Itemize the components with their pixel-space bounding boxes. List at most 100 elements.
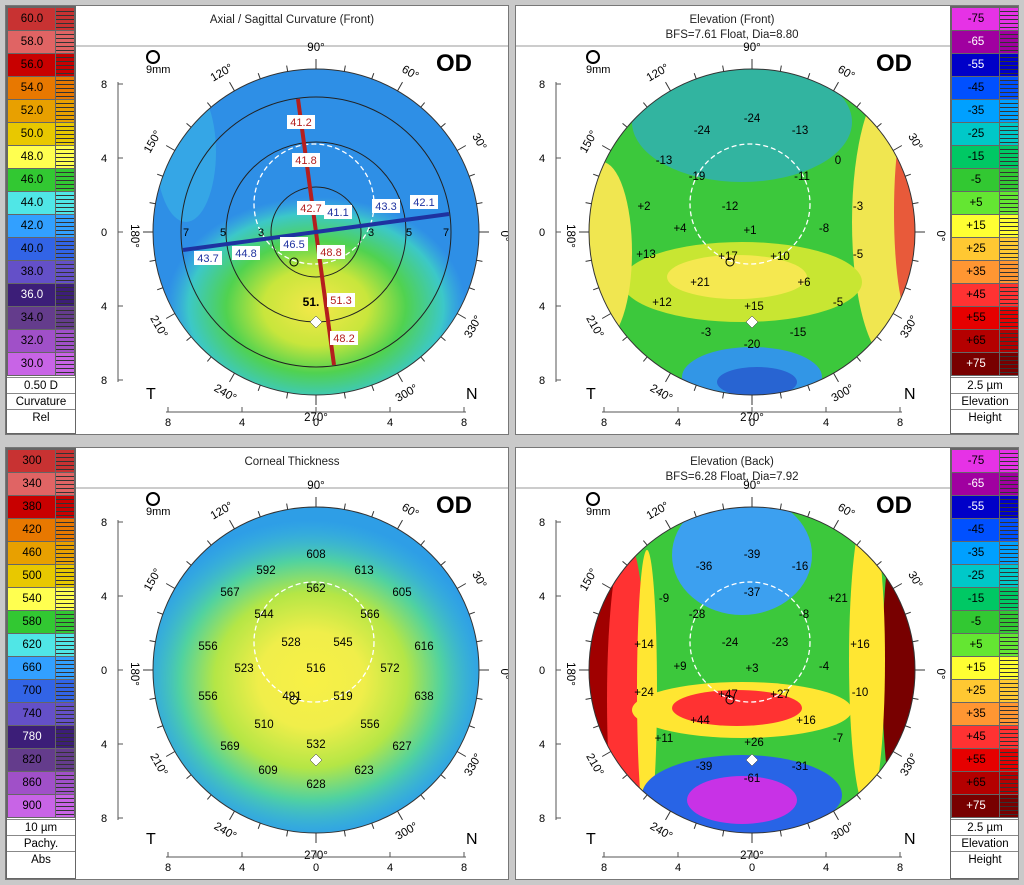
degree-tick — [833, 519, 839, 530]
degree-tick — [665, 372, 671, 383]
degree-label: 120° — [645, 62, 672, 84]
legend-value: -65 — [951, 472, 1001, 496]
degree-tick — [593, 611, 600, 615]
degree-tick — [585, 697, 592, 700]
map-value-label: -24 — [694, 125, 711, 137]
degree-tick — [476, 640, 483, 643]
magnifier-icon — [586, 50, 600, 64]
legend-footer-label[interactable]: 2.5 µm — [951, 377, 1018, 394]
topography-map[interactable]: 90°270°180° 0°120° 60°150° 30°210° 330°240° 3… — [6, 6, 509, 435]
y-tick-label: 8 — [539, 813, 545, 825]
temporal-label: T — [146, 386, 156, 403]
legend-footer-label[interactable]: 2.5 µm — [951, 819, 1018, 836]
topography-map[interactable]: 90°270°180° 0°120° 60°150° 30°210° 330°240° 3… — [516, 6, 1019, 435]
topography-map[interactable]: 90°270°180° 0°120° 60°150° 30°210° 330°240° 3… — [6, 448, 509, 880]
color-scale-legend[interactable]: -75 -65 -55 -45 -35 -25 -15 -5 +5 +15 +25 +35 +45 +55… — [950, 448, 1018, 879]
x-tick-label: 8 — [461, 417, 467, 429]
degree-tick — [456, 313, 467, 319]
legend-footer-label: Abs — [7, 851, 75, 868]
degree-tick — [665, 81, 671, 92]
thinnest-point-marker — [309, 753, 323, 767]
map-value-label: 491 — [282, 691, 301, 703]
legend-footer-label[interactable]: 0.50 D — [7, 377, 75, 394]
y-tick-label: 0 — [101, 665, 107, 677]
map-value-label: 556 — [198, 641, 217, 653]
degree-tick — [456, 145, 467, 151]
degree-tick — [206, 794, 212, 800]
degree-label: 180° — [128, 224, 140, 248]
map-value-label: -39 — [744, 549, 761, 561]
x-tick-label: 4 — [387, 862, 393, 874]
topography-map[interactable]: 90°270°180° 0°120° 60°150° 30°210° 330°240° 3… — [516, 448, 1019, 880]
degree-tick — [904, 173, 911, 177]
map-value-label: -7 — [833, 733, 843, 745]
steep-meridian-value: 48.2 — [333, 333, 354, 345]
map-panel-axial[interactable]: 60.0 58.0 56.0 54.0 52.0 50.0 48.0 46.0 44.0 42.0… — [5, 5, 509, 435]
flat-meridian-value: 46.5 — [283, 239, 304, 251]
x-tick-label: 8 — [461, 862, 467, 874]
legend-footer-label[interactable]: 10 µm — [7, 819, 75, 836]
zoom-button[interactable]: 9mm — [146, 50, 170, 76]
degree-tick — [601, 751, 612, 757]
zoom-button[interactable]: 9mm — [586, 50, 610, 76]
map-value-label: +10 — [770, 251, 790, 263]
degree-tick — [593, 287, 600, 291]
degree-tick — [807, 511, 811, 518]
map-value-label: +44 — [690, 715, 710, 727]
color-scale-legend[interactable]: 60.0 58.0 56.0 54.0 52.0 50.0 48.0 46.0 44.0 42.0… — [6, 6, 76, 434]
degree-label: 180° — [564, 662, 576, 686]
degree-tick — [286, 65, 289, 72]
degree-label: 210° — [583, 752, 605, 779]
map-panel-elev_back[interactable]: -75 -65 -55 -45 -35 -25 -15 -5 +5 +15 +25 +35 +45 +55… — [515, 447, 1019, 880]
legend-value: -75 — [951, 7, 1001, 31]
map-value-label: 592 — [256, 565, 275, 577]
legend-value: 300 — [7, 449, 57, 473]
zone-ring — [180, 96, 452, 368]
degree-tick — [593, 173, 600, 177]
flat-value-box — [280, 237, 308, 251]
degree-label: 330° — [462, 752, 484, 779]
map-subtitle: BFS=7.61 Float, Dia=8.80 — [665, 29, 799, 41]
thinnest-point-marker — [309, 315, 323, 329]
degree-tick — [440, 122, 446, 128]
map-panel-elev_front[interactable]: -75 -65 -55 -45 -35 -25 -15 -5 +5 +15 +25 +35 +45 +55… — [515, 5, 1019, 435]
legend-scale-swatch — [999, 352, 1018, 376]
y-tick-label: 4 — [101, 739, 107, 751]
map-value-label: +17 — [718, 251, 738, 263]
y-tick-label: 8 — [539, 79, 545, 91]
steep-meridian-value: 48.8 — [320, 247, 341, 259]
legend-value: 48.0 — [7, 145, 57, 169]
map-value-label: 0 — [835, 155, 841, 167]
color-scale-legend[interactable]: -75 -65 -55 -45 -35 -25 -15 -5 +5 +15 +25 +35 +45 +55… — [950, 6, 1018, 434]
map-value-label: 566 — [360, 609, 379, 621]
degree-tick — [585, 259, 592, 262]
degree-tick — [257, 73, 261, 80]
degree-label: 300° — [394, 382, 421, 404]
flat-meridian-value: 42.1 — [413, 197, 434, 209]
color-scale-legend[interactable]: 300 340 380 420 460 500 540 580 620 660 700 740 780 8… — [6, 448, 76, 879]
degree-tick — [343, 65, 346, 72]
degree-label: 210° — [147, 314, 169, 341]
legend-value: +65 — [951, 329, 1001, 353]
map-value-label: 572 — [380, 663, 399, 675]
degree-tick — [892, 145, 903, 151]
map-value-label: -24 — [744, 113, 761, 125]
map-value-label: -20 — [744, 339, 761, 351]
legend-value: 820 — [7, 748, 57, 772]
zoom-button[interactable]: 9mm — [586, 492, 610, 518]
zoom-button[interactable]: 9mm — [146, 492, 170, 518]
degree-tick — [165, 145, 176, 151]
degree-tick — [807, 384, 811, 391]
map-panel-thickness[interactable]: 300 340 380 420 460 500 540 580 620 660 700 740 780 8… — [5, 447, 509, 880]
legend-value: +45 — [951, 283, 1001, 307]
degree-label: 60° — [399, 502, 420, 521]
map-value-label: -15 — [790, 327, 807, 339]
degree-tick — [912, 697, 919, 700]
degree-tick — [420, 102, 426, 108]
degree-tick — [642, 794, 648, 800]
degree-tick — [397, 519, 403, 530]
pupil-center-marker — [725, 257, 735, 267]
map-value-label: +6 — [797, 277, 810, 289]
ring-label: 7 — [183, 227, 189, 239]
legend-value: 50.0 — [7, 122, 57, 146]
